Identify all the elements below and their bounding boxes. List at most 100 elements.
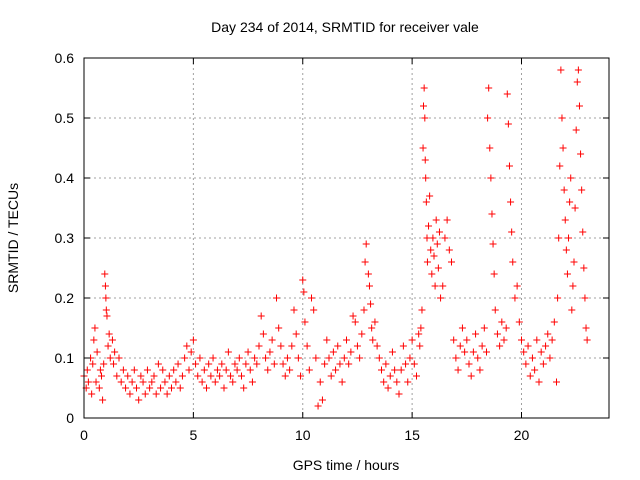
data-point bbox=[246, 366, 254, 374]
data-point bbox=[303, 342, 311, 350]
data-point bbox=[135, 396, 143, 404]
x-tick-label: 5 bbox=[189, 427, 197, 443]
y-tick-label: 0.3 bbox=[55, 230, 75, 246]
data-point bbox=[361, 258, 369, 266]
data-point bbox=[102, 306, 110, 314]
data-point bbox=[262, 354, 270, 362]
data-point bbox=[490, 270, 498, 278]
data-point bbox=[568, 306, 576, 314]
data-point bbox=[556, 162, 564, 170]
data-point bbox=[141, 390, 149, 398]
data-point bbox=[567, 174, 575, 182]
data-point bbox=[124, 372, 132, 380]
data-point bbox=[205, 360, 213, 368]
data-point bbox=[222, 366, 230, 374]
data-point bbox=[369, 336, 377, 344]
data-point bbox=[308, 294, 315, 302]
data-point bbox=[571, 204, 579, 212]
data-point bbox=[563, 270, 571, 278]
data-point bbox=[422, 174, 430, 182]
data-point bbox=[480, 324, 488, 332]
data-point bbox=[301, 318, 309, 326]
data-point bbox=[557, 66, 565, 74]
data-point bbox=[273, 294, 280, 302]
data-point bbox=[544, 330, 552, 338]
data-point bbox=[367, 300, 375, 308]
data-point bbox=[292, 330, 300, 338]
data-point bbox=[406, 354, 414, 362]
data-point bbox=[582, 324, 590, 332]
data-point bbox=[472, 330, 480, 338]
data-point bbox=[264, 366, 272, 374]
grid-lines bbox=[84, 58, 609, 418]
data-point bbox=[533, 336, 541, 344]
data-point bbox=[360, 306, 368, 314]
data-point bbox=[474, 354, 482, 362]
data-point bbox=[504, 120, 512, 128]
data-point bbox=[488, 210, 496, 218]
data-point bbox=[316, 378, 324, 386]
data-point bbox=[101, 270, 109, 278]
data-point bbox=[122, 384, 130, 392]
data-point bbox=[99, 396, 107, 404]
data-point bbox=[209, 354, 217, 362]
data-point bbox=[178, 372, 186, 380]
data-point bbox=[187, 348, 195, 356]
data-point bbox=[220, 384, 228, 392]
data-point bbox=[380, 378, 388, 386]
data-point bbox=[165, 372, 173, 380]
axes: 0 0.1 0.2 0.3 0.4 0.5 0.6 0 5 10 15 20 bbox=[55, 50, 609, 443]
data-point bbox=[238, 372, 245, 380]
data-point bbox=[310, 306, 318, 314]
data-point bbox=[159, 366, 167, 374]
data-point bbox=[103, 312, 111, 320]
data-point bbox=[106, 354, 114, 362]
data-point bbox=[426, 192, 434, 200]
data-point bbox=[399, 342, 407, 350]
data-point bbox=[84, 378, 92, 386]
data-point bbox=[364, 270, 372, 278]
data-point bbox=[192, 360, 200, 368]
data-point bbox=[419, 144, 427, 152]
data-point bbox=[152, 390, 160, 398]
data-point bbox=[430, 252, 438, 260]
data-point bbox=[194, 372, 202, 380]
data-point bbox=[93, 348, 101, 356]
data-point bbox=[580, 264, 588, 272]
data-point bbox=[486, 144, 494, 152]
data-point bbox=[581, 294, 589, 302]
data-point bbox=[170, 366, 178, 374]
data-point bbox=[207, 372, 215, 380]
data-point bbox=[275, 324, 283, 332]
data-point bbox=[531, 366, 539, 374]
data-point bbox=[546, 354, 554, 362]
data-point bbox=[117, 378, 125, 386]
data-point bbox=[537, 348, 545, 356]
data-point bbox=[329, 348, 337, 356]
y-tick-label: 0 bbox=[66, 410, 74, 426]
data-point bbox=[98, 372, 105, 380]
data-point bbox=[562, 246, 570, 254]
data-point bbox=[305, 366, 313, 374]
data-point bbox=[456, 342, 464, 350]
data-point bbox=[297, 372, 305, 380]
data-point bbox=[427, 246, 435, 254]
data-point bbox=[340, 354, 348, 362]
data-point bbox=[90, 336, 98, 344]
data-point bbox=[227, 372, 235, 380]
data-point bbox=[421, 156, 429, 164]
data-point bbox=[251, 354, 259, 362]
data-point bbox=[458, 324, 466, 332]
data-point bbox=[83, 366, 91, 374]
data-point bbox=[168, 384, 175, 392]
data-point bbox=[463, 336, 471, 344]
data-point bbox=[268, 336, 276, 344]
data-point bbox=[428, 270, 436, 278]
data-point bbox=[422, 198, 430, 206]
data-point bbox=[101, 282, 109, 290]
data-point bbox=[240, 384, 248, 392]
y-tick-label: 0.4 bbox=[55, 170, 75, 186]
data-point bbox=[402, 360, 410, 368]
data-point bbox=[115, 354, 123, 362]
data-point bbox=[290, 306, 298, 314]
